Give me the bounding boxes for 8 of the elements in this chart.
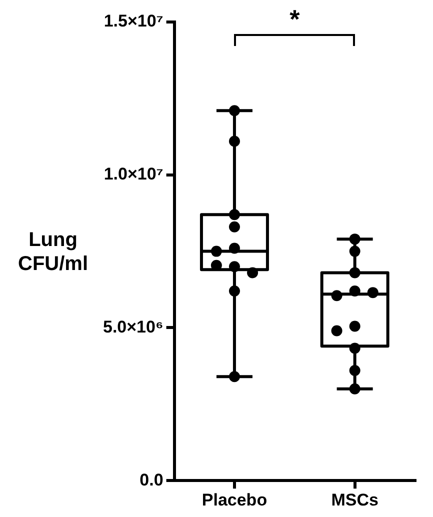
x-tick-label: MSCs xyxy=(331,490,378,510)
x-tick-label: Placebo xyxy=(202,490,268,510)
y-tick-label: 0.0 xyxy=(140,470,164,490)
y-tick-label: 5.0×10⁶ xyxy=(103,317,164,336)
annotation: * xyxy=(288,4,301,35)
y-tick-label: 1.5×10⁷ xyxy=(104,12,164,31)
y-tick-label: 1.0×10⁷ xyxy=(104,164,164,184)
y-axis-title: Lung CFU/ml xyxy=(17,228,89,276)
